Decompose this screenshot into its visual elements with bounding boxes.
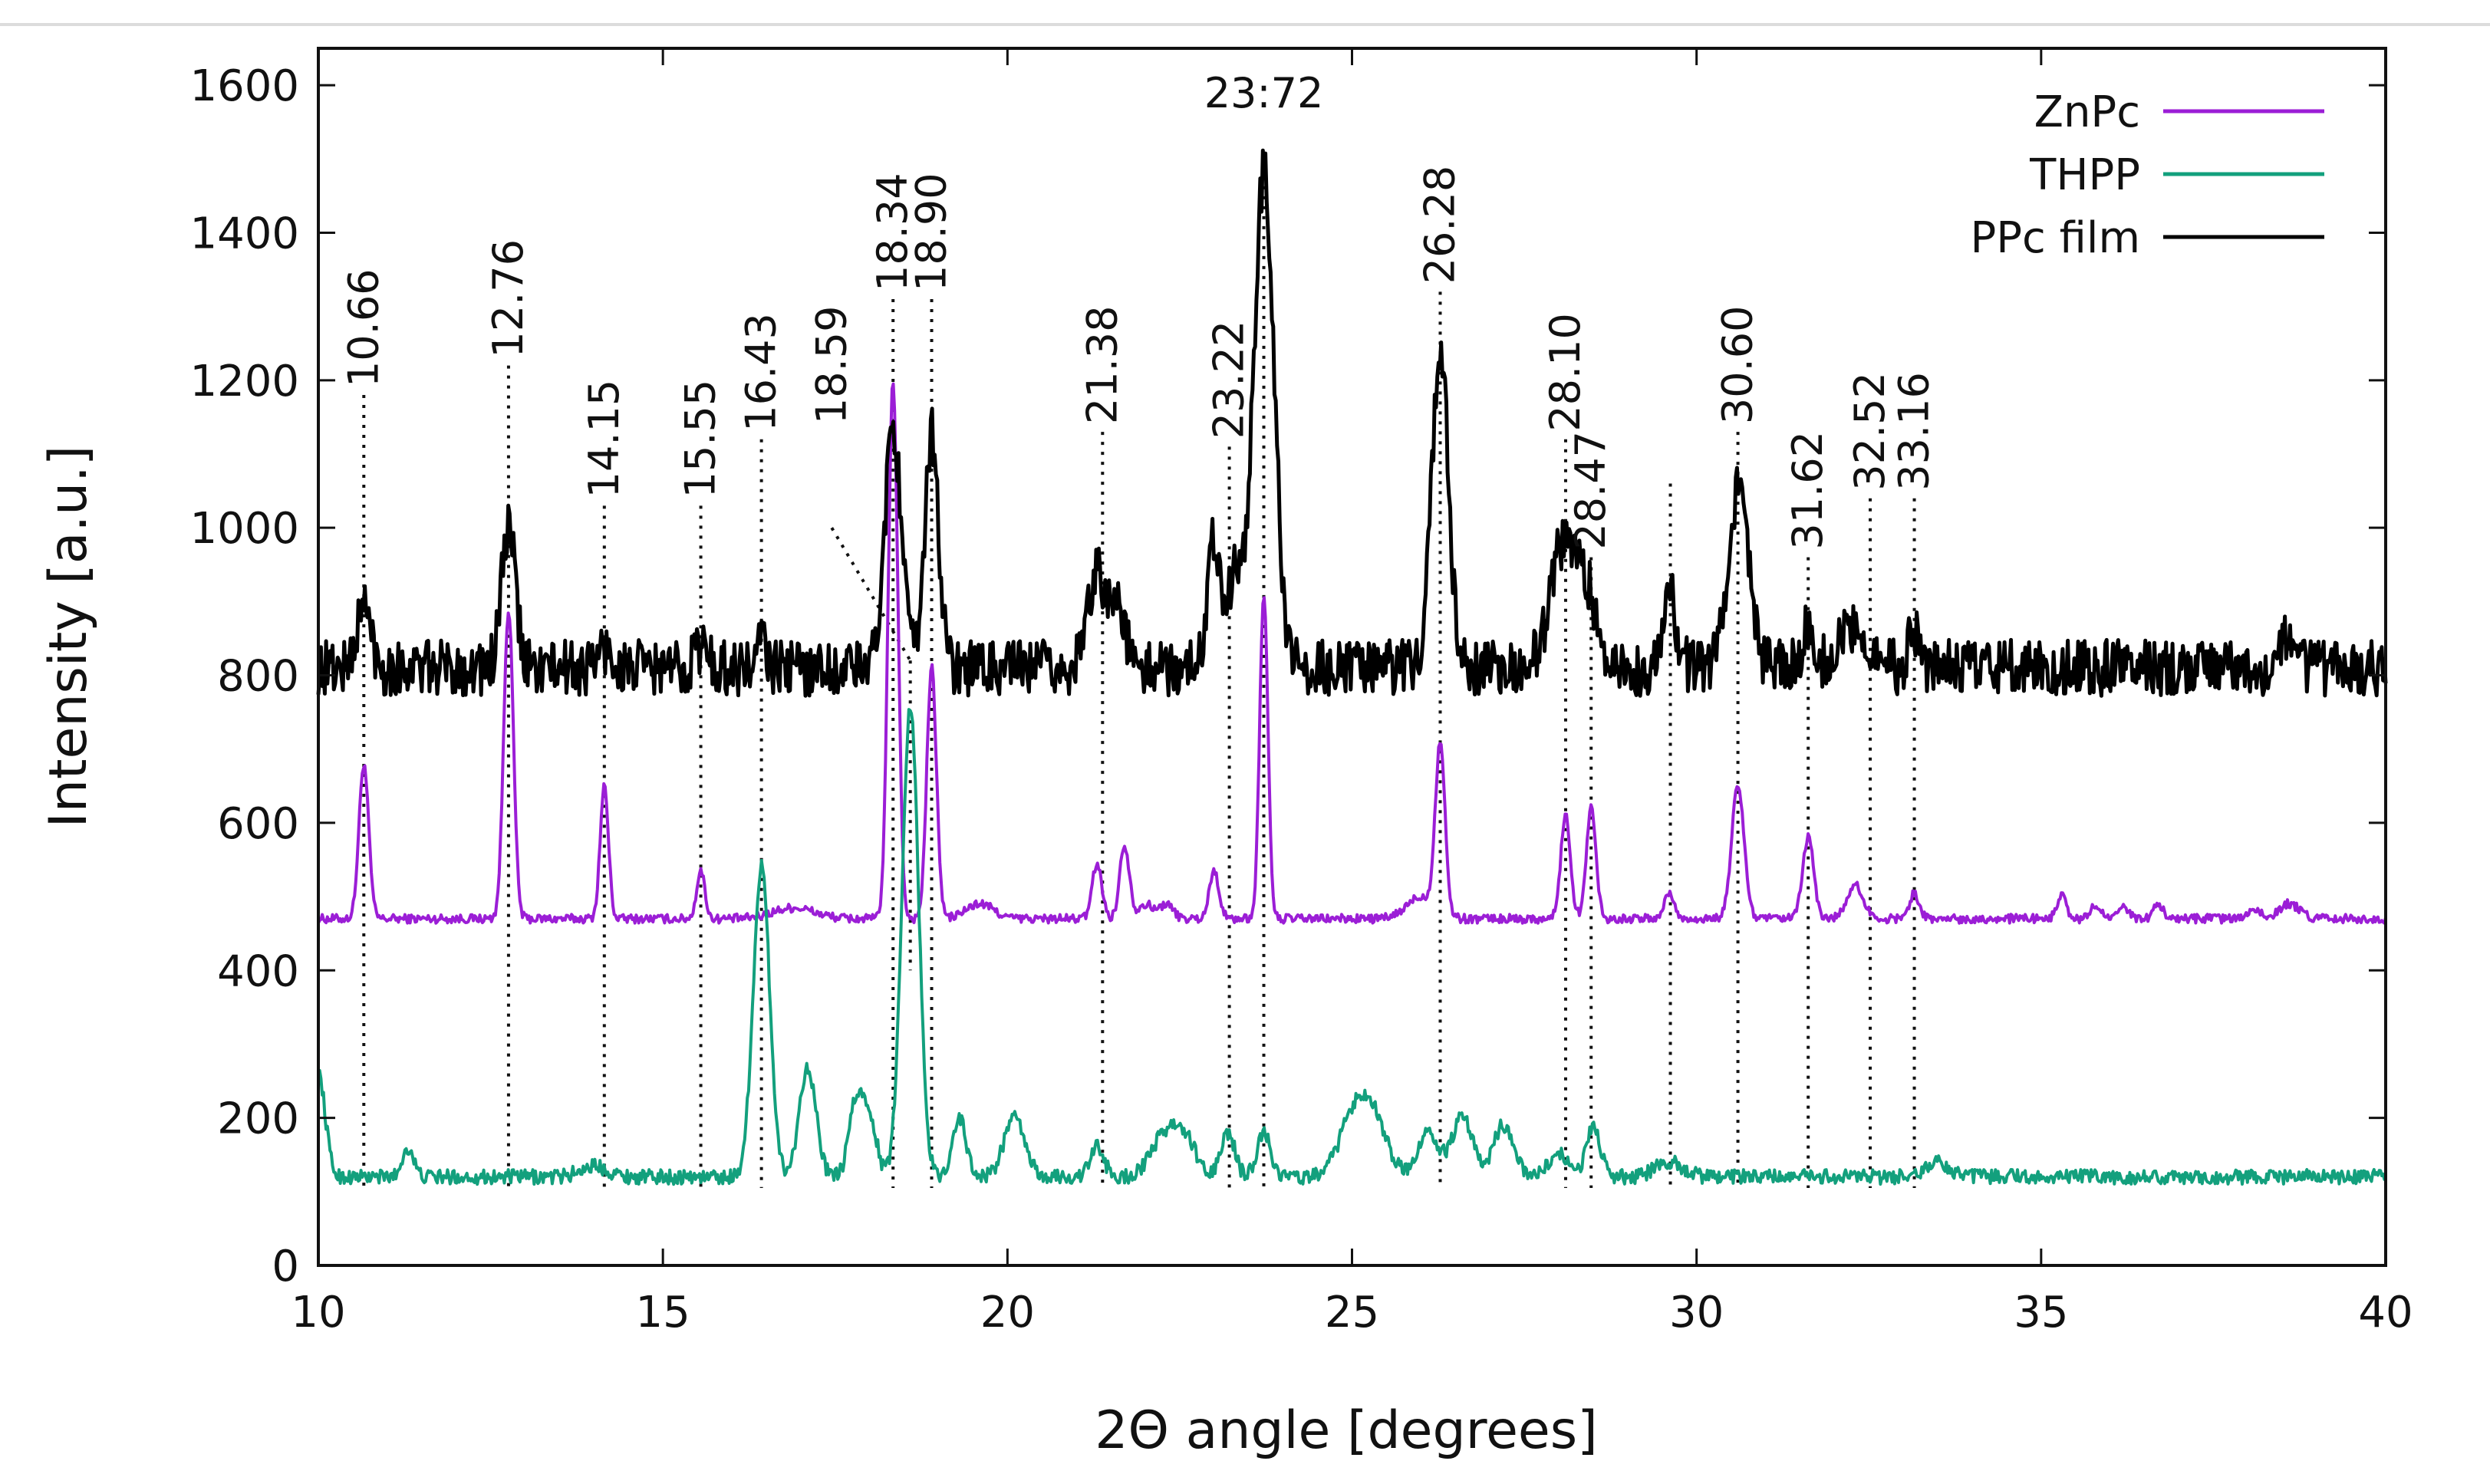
peak-label: 12.76 xyxy=(484,239,532,358)
y-axis-label: Intensity [a.u.] xyxy=(38,446,99,828)
peak-label: 26.28 xyxy=(1415,166,1464,285)
x-tick-label: 15 xyxy=(636,1288,690,1338)
legend-label: PPc film xyxy=(1970,213,2140,263)
peak-label: 28.10 xyxy=(1541,313,1589,432)
peak-label: 18.90 xyxy=(907,173,956,291)
peak-label: 28.47 xyxy=(1566,431,1615,550)
y-tick-label: 800 xyxy=(217,652,299,702)
peak-label: 21.38 xyxy=(1078,306,1126,425)
top-divider xyxy=(0,23,2490,26)
peak-label: 10.66 xyxy=(339,268,387,387)
x-tick-label: 40 xyxy=(2358,1288,2413,1338)
y-tick-label: 400 xyxy=(217,946,299,996)
peak-label: 30.60 xyxy=(1714,306,1762,425)
peak-label: 18.59 xyxy=(807,306,855,425)
series-line-1 xyxy=(317,708,2387,1186)
peak-label: 14.15 xyxy=(580,380,628,499)
x-tick-label: 30 xyxy=(1669,1288,1724,1338)
series-line-2 xyxy=(316,148,2388,698)
peak-label: 32.52 xyxy=(1846,372,1894,491)
series-lines xyxy=(316,148,2388,1186)
peak-label: 23.22 xyxy=(1205,321,1253,439)
x-axis-ticks: 10 15 20 25 30 35 40 xyxy=(291,48,2413,1338)
legend: ZnPc THPP PPc film xyxy=(1970,87,2324,263)
legend-label: ZnPc xyxy=(2034,87,2140,137)
legend-label: THPP xyxy=(2029,150,2140,200)
peak-label: 33.16 xyxy=(1890,372,1938,491)
peak-label: 15.55 xyxy=(677,380,725,499)
x-tick-label: 35 xyxy=(2014,1288,2068,1338)
y-tick-label: 200 xyxy=(217,1094,299,1144)
series-line-0 xyxy=(317,382,2387,925)
y-axis-ticks: 0 200 400 600 800 1000 1200 1400 1600 xyxy=(189,61,2386,1292)
y-tick-label: 1600 xyxy=(189,61,299,111)
peak-label: 23:72 xyxy=(1204,69,1324,117)
x-tick-label: 20 xyxy=(980,1288,1035,1338)
y-tick-label: 1400 xyxy=(189,209,299,258)
x-tick-label: 25 xyxy=(1325,1288,1379,1338)
peak-label: 18.34 xyxy=(868,173,917,291)
peak-label: 16.43 xyxy=(737,313,786,432)
x-tick-label: 10 xyxy=(291,1288,345,1338)
y-tick-label: 600 xyxy=(217,799,299,849)
y-tick-label: 1200 xyxy=(189,357,299,406)
peak-label: 31.62 xyxy=(1784,431,1832,550)
y-tick-label: 0 xyxy=(272,1242,299,1292)
x-axis-label: 2Θ angle [degrees] xyxy=(1095,1400,1597,1461)
y-tick-label: 1000 xyxy=(189,504,299,554)
